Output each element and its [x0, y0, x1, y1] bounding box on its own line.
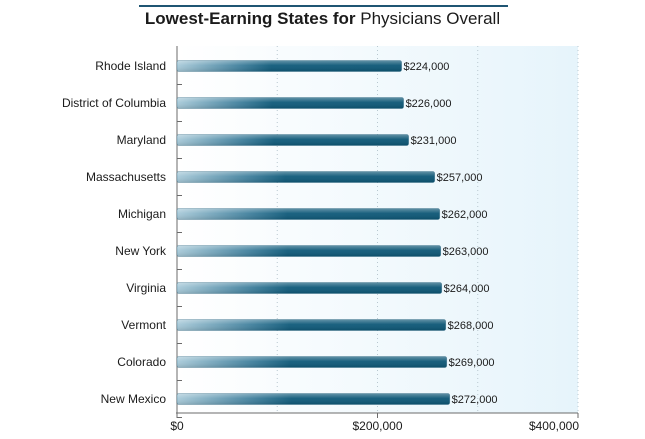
bar-highlight — [176, 245, 442, 257]
bar-highlight — [176, 97, 404, 109]
value-label: $226,000 — [406, 98, 452, 110]
category-label: Virginia — [126, 281, 166, 295]
title-rule — [139, 5, 508, 7]
category-label: District of Columbia — [62, 96, 166, 110]
bar-highlight — [176, 208, 441, 220]
value-label: $263,000 — [443, 246, 489, 258]
category-label: Massachusetts — [86, 170, 166, 184]
value-label: $269,000 — [449, 357, 495, 369]
chart-title: Lowest-Earning States for Physicians Ove… — [0, 9, 645, 29]
value-label: $224,000 — [404, 61, 450, 73]
category-label: Michigan — [118, 207, 166, 221]
bar-highlight — [176, 171, 436, 183]
category-label: Colorado — [117, 355, 166, 369]
bar-highlight — [176, 393, 451, 405]
value-label: $262,000 — [442, 209, 488, 221]
bar-highlight — [176, 319, 447, 331]
value-label: $264,000 — [444, 283, 490, 295]
category-label: New Mexico — [101, 392, 167, 406]
chart-title-light: Physicians Overall — [360, 9, 501, 28]
category-label: Rhode Island — [95, 59, 166, 73]
bar-highlight — [176, 356, 448, 368]
chart-title-bold: Lowest-Earning States for — [144, 9, 356, 28]
x-tick-label: $200,000 — [352, 419, 402, 433]
category-label: Maryland — [117, 133, 166, 147]
value-label: $272,000 — [452, 394, 498, 406]
value-label: $257,000 — [437, 172, 483, 184]
value-label: $231,000 — [411, 135, 457, 147]
value-label: $268,000 — [448, 320, 494, 332]
x-tick-label: $0 — [170, 419, 184, 433]
category-label: Vermont — [121, 318, 166, 332]
category-label: New York — [115, 244, 167, 258]
bar-highlight — [176, 60, 402, 72]
bar-highlight — [176, 134, 409, 146]
x-tick-label: $400,000 — [529, 419, 579, 433]
bar-highlight — [176, 282, 443, 294]
